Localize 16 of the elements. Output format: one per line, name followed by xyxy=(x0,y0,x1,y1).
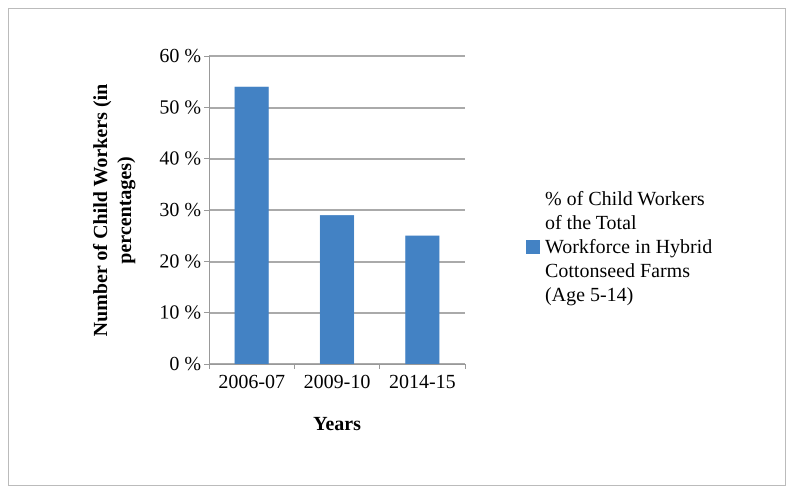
legend-label: % of Child Workers of the Total Workforce in Hybrid Cottonseed Farms (Age 5-14) xyxy=(545,188,712,306)
y-tick-label: 40 % xyxy=(159,148,201,170)
bar xyxy=(234,86,269,364)
y-tick-label: 30 % xyxy=(159,199,201,221)
x-axis-title: Years xyxy=(313,413,362,435)
y-tick-label: 20 % xyxy=(159,250,201,272)
y-tick-label: 10 % xyxy=(159,302,201,324)
y-axis-title: Number of Child Workers (in percentages) xyxy=(90,84,136,336)
y-tick-label: 60 % xyxy=(159,45,201,67)
x-tick-label: 2006-07 xyxy=(218,371,286,393)
bar xyxy=(320,215,354,364)
x-tick-label: 2014-15 xyxy=(388,371,456,393)
bar xyxy=(405,236,440,364)
y-tick-label: 0 % xyxy=(169,353,201,375)
y-tick-label: 50 % xyxy=(159,96,201,118)
x-tick-label: 2009-10 xyxy=(304,371,370,393)
